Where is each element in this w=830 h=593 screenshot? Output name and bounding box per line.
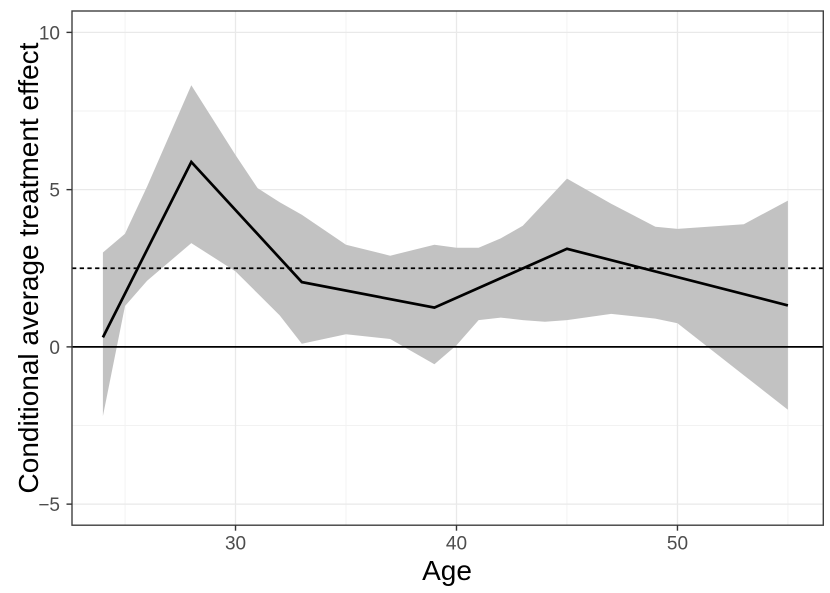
y-tick-label: 5 xyxy=(49,181,60,202)
y-tick-label: 10 xyxy=(39,23,60,44)
y-tick-label: 0 xyxy=(49,338,60,359)
reference-lines xyxy=(72,267,824,348)
x-tick-label: 40 xyxy=(446,534,467,555)
x-axis-title: Age xyxy=(422,555,472,586)
cate-line xyxy=(101,159,789,339)
cate-line-path xyxy=(101,159,789,339)
axis-tick-marks xyxy=(66,31,679,531)
panel-border xyxy=(71,10,824,526)
confidence-band xyxy=(102,85,788,417)
panel-border-rect xyxy=(71,10,824,526)
y-tick-label: −5 xyxy=(38,495,60,516)
y-axis-title: Conditional average treatment effect xyxy=(13,42,44,493)
confidence-band-area xyxy=(102,85,788,417)
axis-tick-labels: 30 40 50 −5 0 5 10 xyxy=(38,23,688,554)
x-tick-label: 50 xyxy=(667,534,688,555)
x-tick-label: 30 xyxy=(225,534,246,555)
